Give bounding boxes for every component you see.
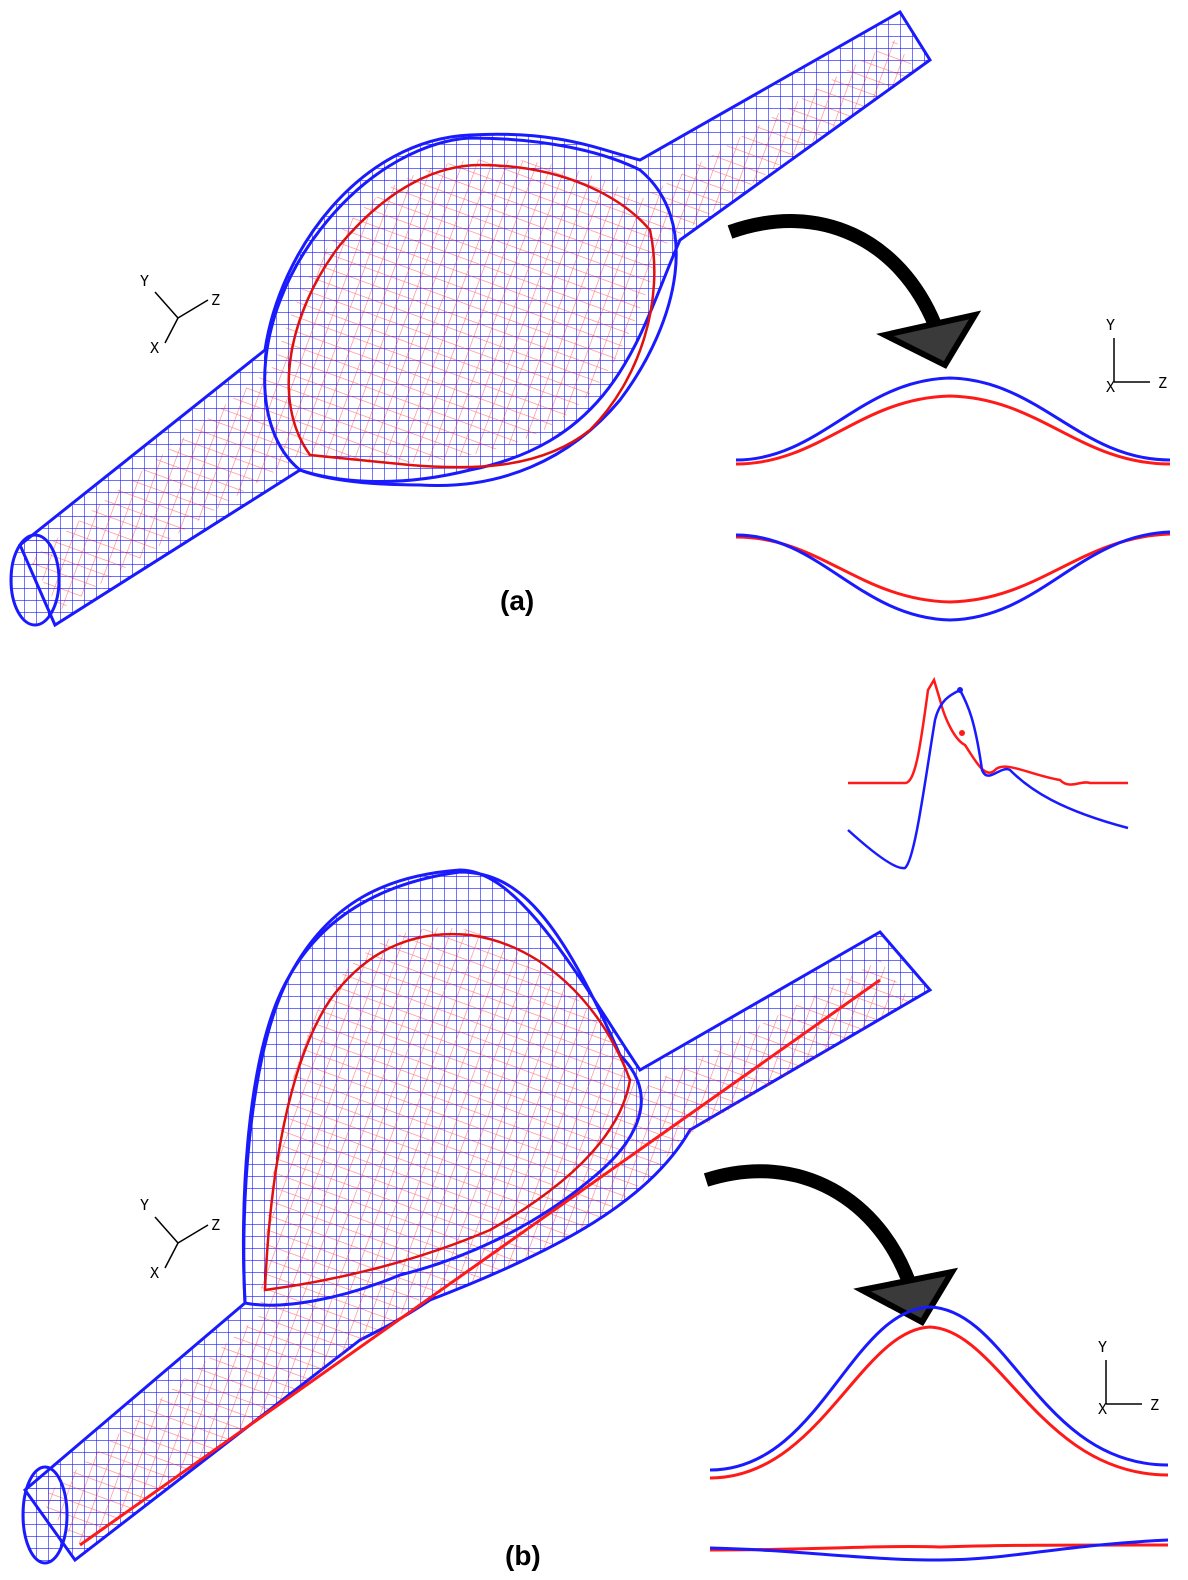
panel-a-2d-axis-y-label: Y — [1106, 316, 1115, 334]
panel-a-axis-y-label: Y — [140, 272, 149, 290]
waveform-blue — [847, 688, 1129, 870]
panel-a-profile — [735, 376, 1171, 622]
waveform-plot — [847, 676, 1129, 870]
panel-a-curved-arrow-icon — [727, 214, 982, 369]
panel-a-label: (a) — [500, 585, 534, 616]
panel-b-2d-axis-z-label: Z — [1150, 1396, 1159, 1414]
panel-a-mesh — [9, 9, 933, 628]
panel-a-axis-x-label: X — [150, 339, 159, 357]
panel-b-label: (b) — [505, 1540, 541, 1571]
panel-a-inner-wall — [30, 40, 915, 610]
waveform-red — [848, 676, 1128, 786]
panel-b-2d-axis-y-label: Y — [1098, 1338, 1107, 1356]
panel-a-2d-axis-z-label: Z — [1158, 374, 1167, 392]
panel-b-axis-x-label: X — [150, 1264, 159, 1282]
panel-a-2d-axis-x-label: X — [1106, 378, 1115, 396]
panel-b-curved-arrow-icon — [703, 1164, 959, 1326]
panel-b-profile — [709, 1305, 1169, 1562]
panel-b-axis-z-label: Z — [211, 1216, 220, 1234]
panel-a-axis-triad: Y Z X — [140, 272, 220, 357]
panel-a-axis-z-label: Z — [211, 291, 220, 309]
panel-b-2d-axis-x-label: X — [1098, 1400, 1107, 1418]
panel-b-mesh — [21, 868, 933, 1565]
panel-b-axis-triad: Y Z X — [140, 1196, 220, 1282]
panel-b-axis-y-label: Y — [140, 1196, 149, 1214]
panel-b-axis-triad-2d: Y Z X — [1098, 1338, 1159, 1418]
panel-a-axis-triad-2d: Y Z X — [1106, 316, 1167, 396]
